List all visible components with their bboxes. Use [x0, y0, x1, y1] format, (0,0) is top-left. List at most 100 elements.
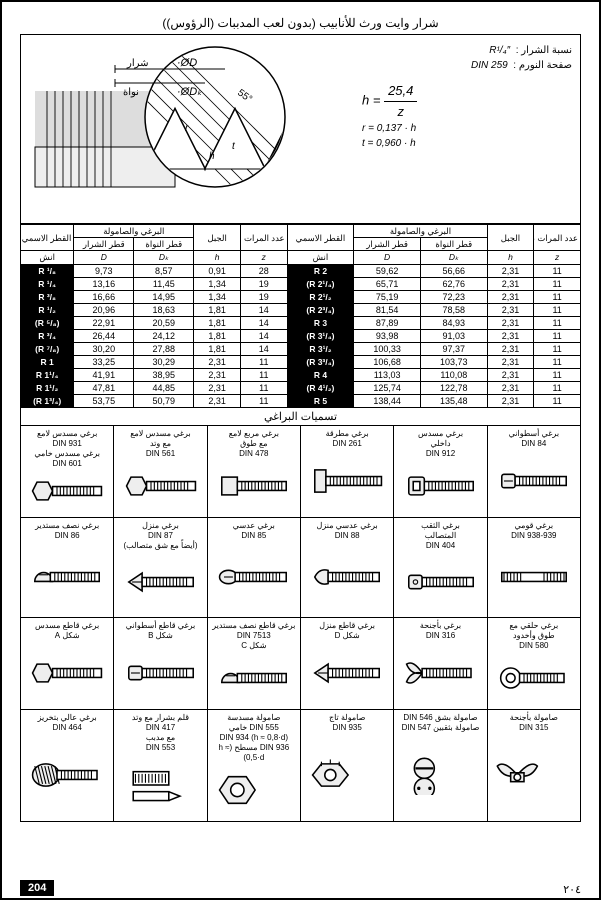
bolt-cell: صامولة تاجDIN 935 — [301, 710, 394, 822]
bolt-cell: برغي مربع لامعمع طوقDIN 478 — [208, 426, 301, 518]
unit-inch-l: انش — [21, 251, 74, 264]
svg-text:h: h — [209, 151, 215, 162]
pipe-thread-table: القطر الاسمي البرغي والصامولة الجبل عدد … — [20, 224, 581, 408]
unit-inch-r: انش — [287, 251, 354, 264]
bolt-icon — [303, 733, 391, 818]
bolt-icon — [23, 541, 111, 614]
bolt-icon — [23, 641, 111, 706]
table-row: R 133,2530,292,3111(R 3³/₄)106,68103,732… — [21, 355, 581, 368]
bolt-icon — [303, 449, 391, 514]
col-screwnut-l: البرغي والصامولة — [74, 225, 194, 238]
sym-Dk-l: Dₖ — [134, 251, 194, 264]
bolt-cell: قلم بشرار مع وتدDIN 417مع مدببDIN 553 — [114, 710, 207, 822]
svg-text:·ØDₖ: ·ØDₖ — [177, 86, 202, 98]
bolt-cell: برغي بأجنحةDIN 316 — [394, 618, 487, 710]
formula-r: r = 0,137 · h — [362, 121, 572, 136]
col-nominal-l: القطر الاسمي — [21, 225, 74, 251]
bolt-cell: برغي عدسيDIN 85 — [208, 518, 301, 618]
bolt-cell: برغي مسدسداخليDIN 912 — [394, 426, 487, 518]
bolt-icon — [210, 459, 298, 514]
col-D-r: قطر الشرار — [354, 238, 421, 251]
bolt-cell: برغي قاطع نصف مستديرDIN 7513شكل C — [208, 618, 301, 710]
table-row: R 1¹/₄41,9138,952,3111R 4113,03110,082,3… — [21, 368, 581, 381]
bolt-cell: صامولة مسدسةDIN 555 خاميDIN 934 (h ≈ 0,8… — [208, 710, 301, 822]
bolt-icon — [490, 733, 578, 818]
bolt-icon — [303, 641, 391, 706]
bolt-icon — [210, 541, 298, 614]
bolt-cell: برغي مسدس لامعDIN 931برغي مسدس خاميDIN 6… — [21, 426, 114, 518]
table-row: R ³/₄26,4424,121,8114(R 3¹/₄)93,9891,032… — [21, 329, 581, 342]
col-D-l: قطر الشرار — [74, 238, 134, 251]
bolt-cell: برغي مسدس لامعمع وتدDIN 561 — [114, 426, 207, 518]
bolt-icon — [116, 641, 204, 706]
ratio-label: نسبة الشرار : — [516, 45, 572, 56]
col-Dk-r: قطر النواة — [420, 238, 487, 251]
bolt-icon — [23, 733, 111, 818]
col-screwnut-r: البرغي والصامولة — [354, 225, 487, 238]
page-title: شرار وايت ورث للأنابيب (بدون لعب المدببا… — [20, 16, 581, 30]
bolt-grid: برغي مسدس لامعDIN 931برغي مسدس خاميDIN 6… — [20, 426, 581, 822]
bolt-icon — [396, 641, 484, 706]
table-row: R ³/₈16,6614,951,3419R 2¹/₂75,1972,232,3… — [21, 290, 581, 303]
bolt-cell: برغي منزلDIN 87(أيضاً مع شق متصالب) — [114, 518, 207, 618]
thread-diagram: 55° t h r ·ØD ·ØDₖ شرار نواة — [27, 39, 337, 217]
table-row: R ¹/₈9,738,570,9128R 259,6256,662,3111 — [21, 264, 581, 277]
table-row: R ¹/₂20,9618,631,8114(R 2³/₄)81,5478,582… — [21, 303, 581, 316]
bolt-cell: برغي مطرقةDIN 261 — [301, 426, 394, 518]
bolt-cell: برغي قاطع منزلشكل D — [301, 618, 394, 710]
norm-label: صفحة النورم : — [513, 60, 572, 71]
sym-D-l: D — [74, 251, 134, 264]
ratio-value: R¹/₄″ — [489, 45, 510, 56]
bolt-icon — [396, 733, 484, 818]
table-row: (R ⁵/₈)22,9120,591,8114R 387,8984,932,31… — [21, 316, 581, 329]
thread-diagram-box: 55° t h r ·ØD ·ØDₖ شرار نواة نسبة الشرار… — [20, 34, 581, 224]
formulae-block: نسبة الشرار : R¹/₄″ صفحة النورم : DIN 25… — [362, 43, 572, 151]
page-number-right: ٢٠٤ — [563, 883, 581, 896]
bolt-cell: صامولة بأجنحةDIN 315 — [488, 710, 581, 822]
bolt-cell: برغي أسطوانيDIN 84 — [488, 426, 581, 518]
page: شرار وايت ورث للأنابيب (بدون لعب المدببا… — [0, 0, 601, 900]
svg-text:·ØD: ·ØD — [177, 57, 197, 69]
norm-value: DIN 259 — [471, 60, 508, 71]
bolt-cell: برغي نصف مستديرDIN 86 — [21, 518, 114, 618]
sym-z-l: z — [240, 251, 287, 264]
bolt-icon — [116, 459, 204, 514]
bolt-icon — [490, 651, 578, 706]
bolts-heading: تسميات البراغي — [20, 408, 581, 426]
bolt-icon — [116, 551, 204, 614]
table-body: R ¹/₈9,738,570,9128R 259,6256,662,3111R … — [21, 264, 581, 407]
page-number-left: 204 — [20, 880, 54, 896]
bolt-icon — [210, 763, 298, 818]
col-pitch-l: الجبل — [194, 225, 241, 251]
table-row: (R ⁷/₈)30,2027,881,8114R 3¹/₂100,3397,37… — [21, 342, 581, 355]
bolt-cell: برغي حلقي معطوق وأخدودDIN 580 — [488, 618, 581, 710]
bolt-icon — [210, 651, 298, 706]
sym-D-r: D — [354, 251, 421, 264]
bolt-icon — [23, 469, 111, 514]
table-row: (R 1³/₄)53,7550,792,3111R 5138,44135,482… — [21, 394, 581, 407]
sym-Dk-r: Dₖ — [420, 251, 487, 264]
col-nominal-r: القطر الاسمي — [287, 225, 354, 251]
bolt-cell: برغي عدسي منزلDIN 88 — [301, 518, 394, 618]
svg-text:شرار: شرار — [126, 58, 149, 69]
svg-text:نواة: نواة — [123, 87, 139, 98]
bolt-cell: صامولة بشق DIN 546صامولة بثقبين DIN 547 — [394, 710, 487, 822]
sym-z-r: z — [534, 251, 581, 264]
col-Dk-l: قطر النواة — [134, 238, 194, 251]
table-row: R ¹/₄13,1611,451,3419(R 2¹/₄)65,7162,762… — [21, 277, 581, 290]
bolt-cell: برغي الثقبالمتصالبDIN 404 — [394, 518, 487, 618]
bolt-icon — [116, 753, 204, 818]
bolt-icon — [490, 449, 578, 514]
bolt-icon — [303, 541, 391, 614]
formula-t: t = 0,960 · h — [362, 136, 572, 151]
bolt-cell: برغي قوميDIN 938-939 — [488, 518, 581, 618]
table-row: R 1¹/₂47,8144,852,3111(R 4¹/₂)125,74122,… — [21, 381, 581, 394]
bolt-icon — [490, 541, 578, 614]
bolt-cell: برغي قاطع أسطوانيشكل B — [114, 618, 207, 710]
bolt-cell: برغي عالي بتخريزDIN 464 — [21, 710, 114, 822]
sym-h-l: h — [194, 251, 241, 264]
sym-h-r: h — [487, 251, 534, 264]
col-pitch-r: الجبل — [487, 225, 534, 251]
bolt-icon — [396, 459, 484, 514]
bolt-cell: برغي قاطع مسدسشكل A — [21, 618, 114, 710]
